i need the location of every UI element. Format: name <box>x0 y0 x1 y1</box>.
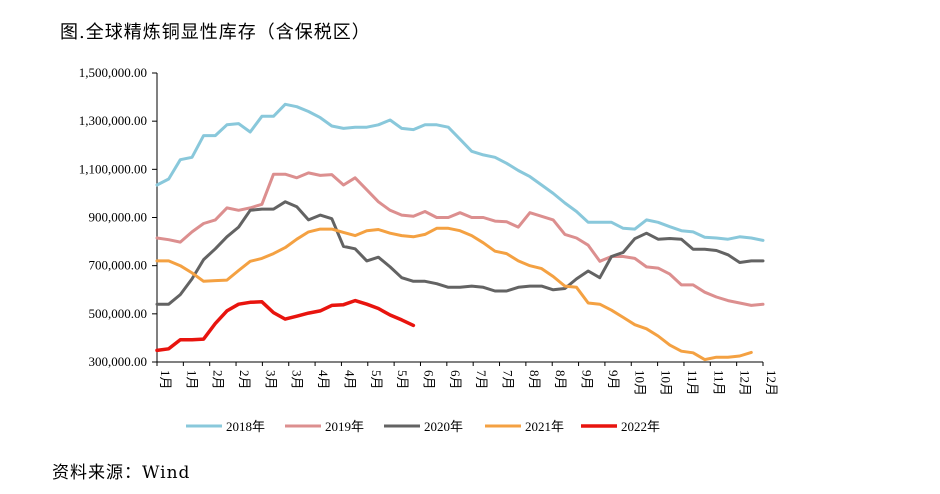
x-tick-label: 2月 <box>211 370 226 390</box>
y-tick-label: 1,500,000.00 <box>79 65 147 80</box>
series-line-4 <box>155 226 753 362</box>
y-tick-label: 700,000.00 <box>89 258 148 273</box>
series-layer <box>155 102 765 362</box>
x-tick-label: 9月 <box>580 370 595 390</box>
x-tick-label: 12月 <box>738 370 753 396</box>
x-tick-label: 4月 <box>342 370 357 390</box>
x-tick-label: 2月 <box>237 370 252 390</box>
x-tick-label: 10月 <box>632 370 647 396</box>
series-line-3 <box>155 200 765 306</box>
series-line-1 <box>155 102 765 242</box>
legend-label: 2022年 <box>621 419 660 434</box>
x-tick-label: 12月 <box>764 370 779 396</box>
series-line-5 <box>155 298 416 353</box>
x-tick-label: 1月 <box>184 370 199 390</box>
x-tick-label: 9月 <box>606 370 621 390</box>
y-tick-label: 1,100,000.00 <box>79 161 147 176</box>
x-tick-label: 5月 <box>395 370 410 390</box>
x-tick-label: 6月 <box>421 370 436 390</box>
line-chart: 300,000.00 500,000.00 700,000.00 900,000.00… <box>79 65 779 434</box>
y-tick-label: 1,300,000.00 <box>79 113 147 128</box>
source-note: 资料来源：Wind <box>52 463 191 483</box>
axes: 300,000.00 500,000.00 700,000.00 900,000.00… <box>79 65 779 396</box>
legend-label: 2020年 <box>424 419 463 434</box>
x-tick-label: 3月 <box>263 370 278 390</box>
y-tick-label: 300,000.00 <box>89 354 148 369</box>
x-tick-label: 3月 <box>290 370 305 390</box>
x-tick-label: 8月 <box>527 370 542 390</box>
series-line-2 <box>155 171 765 307</box>
x-tick-label: 1月 <box>158 370 173 390</box>
x-tick-label: 5月 <box>369 370 384 390</box>
x-tick-label: 11月 <box>711 370 726 396</box>
legend-label: 2021年 <box>525 419 564 434</box>
legend-label: 2019年 <box>325 419 364 434</box>
x-tick-label: 10月 <box>659 370 674 396</box>
y-tick-label: 500,000.00 <box>89 306 148 321</box>
legend: 2018年 2019年 2020年 2021年 2022年 <box>186 419 660 434</box>
x-tick-label: 8月 <box>553 370 568 390</box>
x-tick-label: 6月 <box>448 370 463 390</box>
x-tick-label: 11月 <box>685 370 700 396</box>
x-tick-label: 7月 <box>474 370 489 390</box>
x-tick-label: 4月 <box>316 370 331 390</box>
x-tick-label: 7月 <box>501 370 516 390</box>
chart-title: 图.全球精炼铜显性库存（含保税区） <box>60 22 371 43</box>
y-tick-label: 900,000.00 <box>89 210 148 225</box>
legend-label: 2018年 <box>226 419 265 434</box>
